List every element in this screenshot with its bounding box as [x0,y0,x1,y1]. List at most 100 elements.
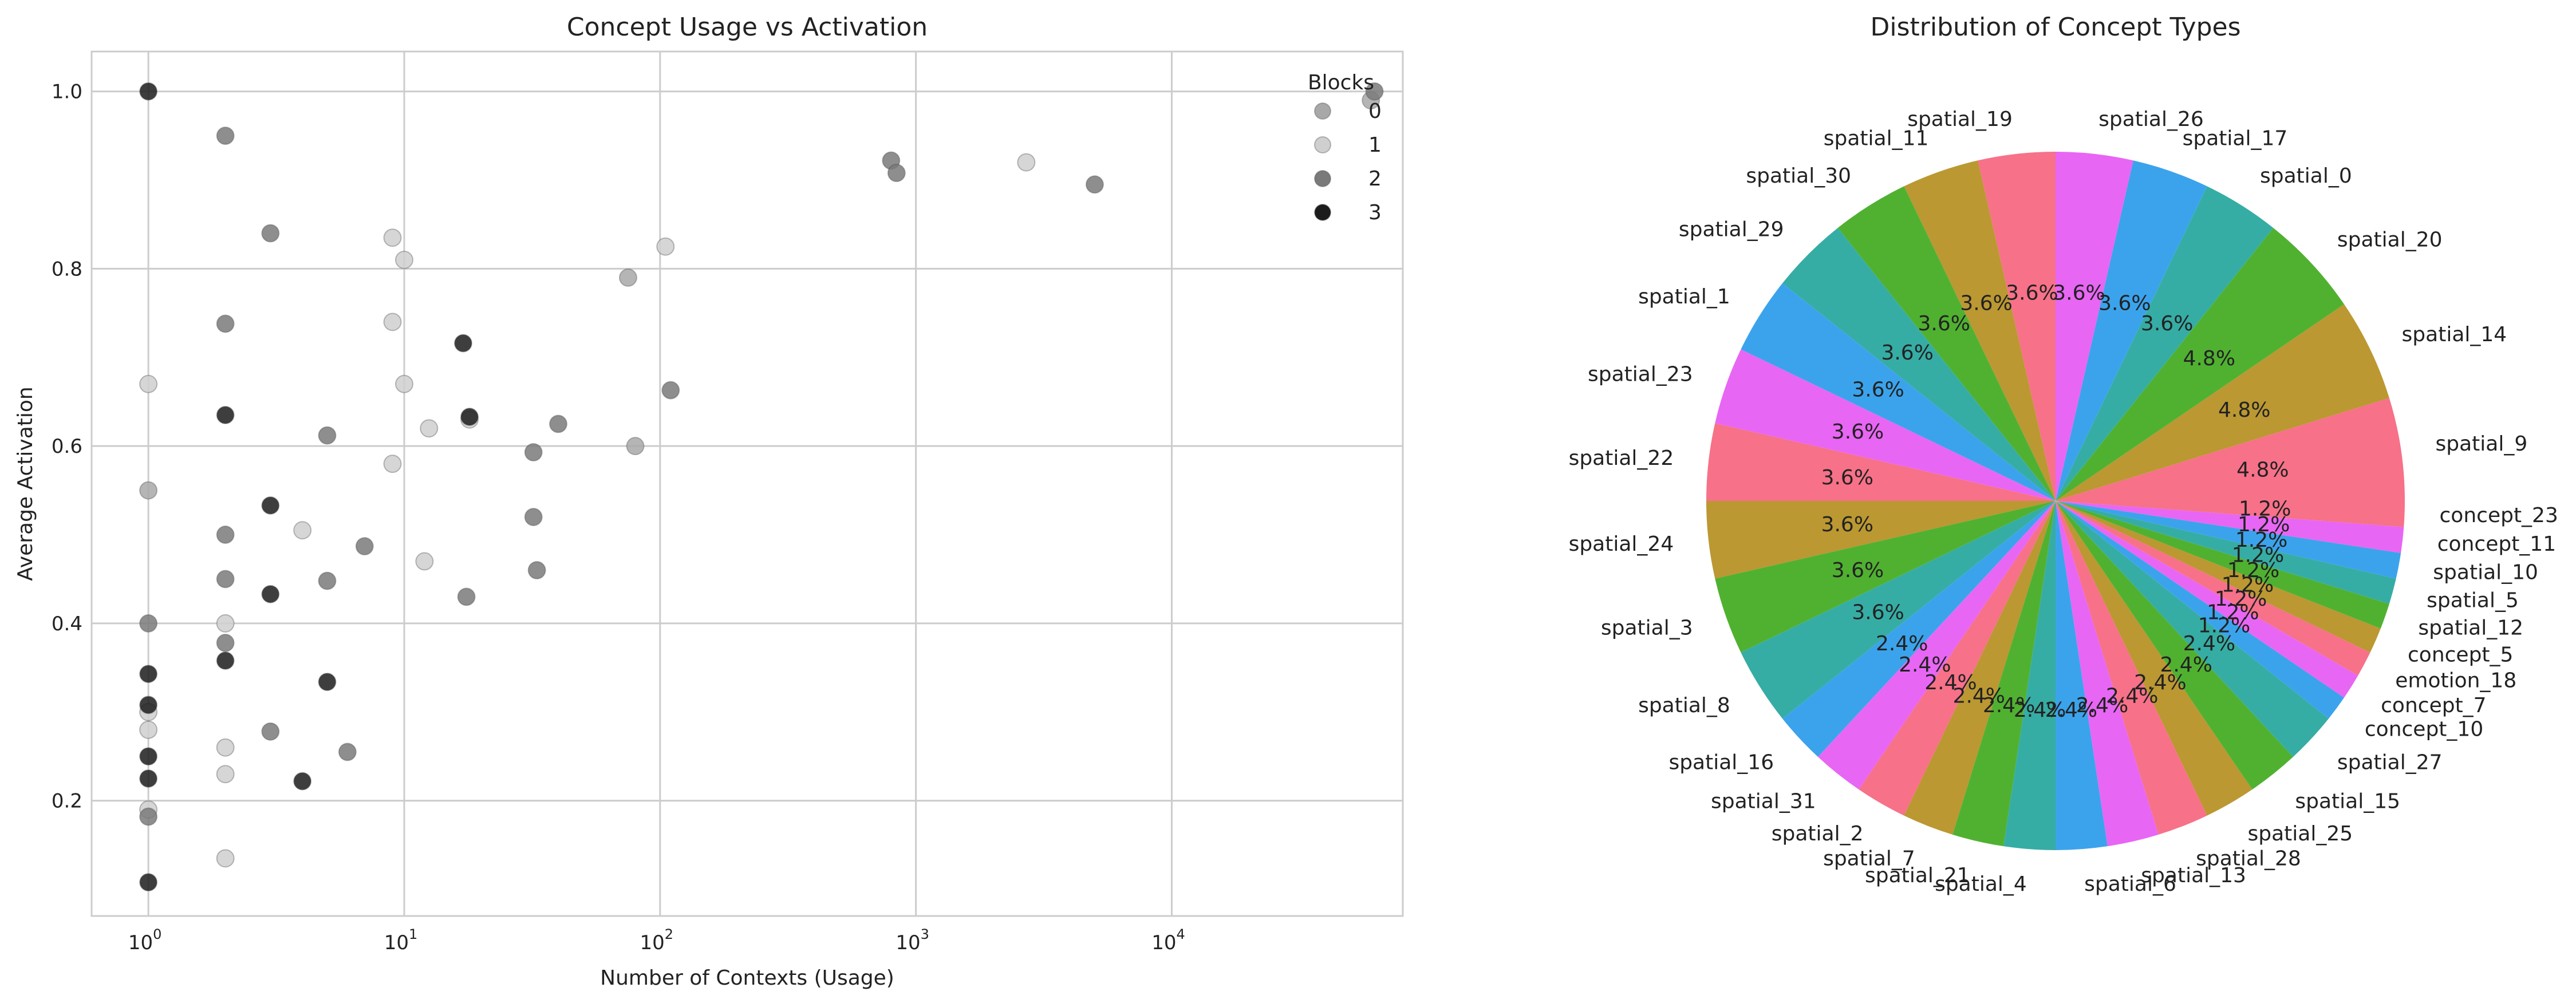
scatter-point-block-2 [216,127,235,145]
pie-slice [2056,152,2133,501]
scatter-point-block-1 [1017,153,1036,172]
scatter-point-block-2 [318,571,337,590]
pie-slice [1952,501,2056,847]
pie-percent-label: 2.4% [1953,685,2005,708]
pie-slice [2056,501,2252,816]
pie-percent-label: 3.6% [2098,292,2151,315]
scatter-point-block-1 [293,521,312,540]
pie-slice-label: spatial_6 [2084,872,2176,896]
scatter-y-axis-label: Average Activation [14,386,37,581]
pie-slice-label: spatial_22 [1569,447,1674,470]
legend-marker [1314,136,1331,153]
pie-slice-label: spatial_28 [2196,847,2301,871]
pie-slice [2056,501,2159,847]
pie-slice-label: spatial_20 [2337,228,2443,252]
pie-slice [1741,501,2056,719]
pie-slice-label: concept_23 [2440,504,2558,527]
pie-percent-label: 4.8% [2218,398,2270,422]
scatter-point-block-2 [524,443,543,462]
pie-percent-label: 2.4% [2134,671,2186,694]
x-tick-label: 101 [384,926,418,954]
x-tick-label: 100 [128,926,162,954]
pie-slice [2056,501,2345,719]
pie-percent-label: 3.6% [1881,341,1933,365]
pie-percent-label: 4.8% [2183,347,2235,370]
pie-slice [2056,501,2404,553]
y-tick-label: 0.8 [52,258,82,281]
pie-percent-label: 1.2% [2232,544,2284,567]
pie-slice-label: spatial_10 [2433,561,2538,585]
pie-slice-label: spatial_1 [1638,285,1730,309]
y-tick-label: 0.2 [52,790,82,813]
y-tick-label: 1.0 [52,81,82,104]
scatter-point-block-3 [139,873,158,892]
scatter-plot-area [90,50,1404,917]
pie-percent-label: 3.6% [1832,559,1884,582]
pie-percent-label: 2.4% [1983,694,2035,717]
pie-percent-label: 2.4% [2076,694,2128,717]
pie-percent-label: 2.4% [2106,685,2158,708]
pie-slice [1715,349,2056,501]
pie-slice-label: spatial_21 [1865,864,1970,887]
pie-percent-label: 3.6% [1832,420,1884,444]
pie-slice-label: spatial_5 [2427,589,2519,613]
scatter-point-block-2 [1085,175,1104,194]
pie-percent-label: 3.6% [1821,513,1873,536]
scatter-point-block-3 [139,747,158,766]
pie-slice-label: spatial_31 [1711,790,1816,814]
scatter-legend: Blocks 0 1 2 3 [1308,71,1382,224]
pie-slice [2056,186,2274,501]
scatter-title: Concept Usage vs Activation [567,13,928,42]
pie-percent-label: 3.6% [1852,378,1904,401]
pie-slice-label: concept_11 [2437,532,2556,556]
pie-slice-label: spatial_4 [1935,872,2027,896]
pie-slice-label: spatial_2 [1772,822,1864,846]
pie-slice-label: spatial_7 [1823,847,1915,871]
pie-slice-label: spatial_8 [1638,694,1730,717]
scatter-points [139,82,1384,892]
scatter-point-block-2 [524,508,543,527]
pie-percent-label: 1.2% [2239,497,2291,521]
pie-percent-label: 1.2% [2235,528,2287,552]
scatter-point-block-2 [457,587,476,606]
pie-slice-label: concept_7 [2381,694,2486,717]
pie-slice [1818,501,2056,790]
scatter-point-block-1 [383,455,402,473]
y-tick-label: 0.4 [52,613,82,635]
pie-slice [2056,501,2396,604]
pie-slice-label: spatial_17 [2183,127,2288,151]
scatter-point-block-2 [261,224,280,243]
scatter-point-block-3 [293,772,312,791]
scatter-point-block-3 [318,673,337,692]
pie-slice [2056,501,2293,790]
pie-percent-label: 2.4% [1924,671,1977,694]
scatter-point-block-1 [415,552,434,571]
scatter-point-block-1 [420,419,439,438]
scatter-point-block-0 [626,437,645,456]
scatter-point-block-3 [139,82,158,101]
pie-percent-label: 3.6% [2006,281,2058,305]
pie-title: Distribution of Concept Types [1870,13,2240,42]
pie-percent-labels: 4.8% 4.8% 4.8% 3.6% 3.6% 3.6% 3.6% 3.6% 3.6% 3.6%… [1821,281,2291,722]
pie-percent-label: 1.2% [2222,573,2274,597]
scatter-point-block-2 [261,722,280,741]
scatter-point-block-2 [216,314,235,333]
scatter-point-block-3 [453,334,472,353]
pie-percent-label: 4.8% [2236,458,2289,481]
scatter-chart: 100 101 102 103 104 0.20.40.60.81.0 Concept … [14,13,1404,990]
pie-slice [2056,398,2405,501]
pie-slice-label: spatial_15 [2295,790,2400,814]
pie-percent-label: 1.2% [2215,587,2267,611]
scatter-point-block-1 [216,614,235,633]
pie-slice-label: spatial_13 [2141,864,2246,887]
pie-slice-label: spatial_26 [2098,108,2204,131]
x-tick-label: 104 [1151,926,1185,954]
pie-slice-label: spatial_24 [1569,532,1674,556]
scatter-point-block-3 [261,496,280,515]
scatter-point-block-2 [216,633,235,652]
pie-slice [2056,501,2401,579]
pie-percent-label: 2.4% [2160,653,2212,677]
pie-slice-label: spatial_12 [2418,617,2523,640]
pie-slice-label: spatial_11 [1824,127,1929,151]
